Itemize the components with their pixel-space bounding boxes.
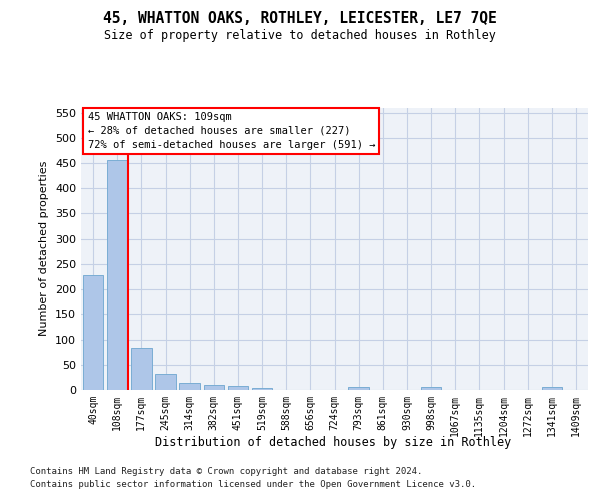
Bar [252,388,272,390]
Text: 45 WHATTON OAKS: 109sqm
← 28% of detached houses are smaller (227)
72% of semi-d: 45 WHATTON OAKS: 109sqm ← 28% of detache… [88,112,375,150]
Text: Contains HM Land Registry data © Crown copyright and database right 2024.: Contains HM Land Registry data © Crown c… [30,467,422,476]
Text: Contains public sector information licensed under the Open Government Licence v3: Contains public sector information licen… [30,480,476,489]
Bar [421,388,442,390]
Bar [227,386,248,390]
Bar [349,388,369,390]
Y-axis label: Number of detached properties: Number of detached properties [40,161,49,336]
Bar [107,160,127,390]
Text: 45, WHATTON OAKS, ROTHLEY, LEICESTER, LE7 7QE: 45, WHATTON OAKS, ROTHLEY, LEICESTER, LE… [103,11,497,26]
Text: Distribution of detached houses by size in Rothley: Distribution of detached houses by size … [155,436,511,449]
Bar [131,348,152,390]
Bar [203,385,224,390]
Bar [542,388,562,390]
Bar [155,374,176,390]
Text: Size of property relative to detached houses in Rothley: Size of property relative to detached ho… [104,29,496,42]
Bar [83,275,103,390]
Bar [179,384,200,390]
